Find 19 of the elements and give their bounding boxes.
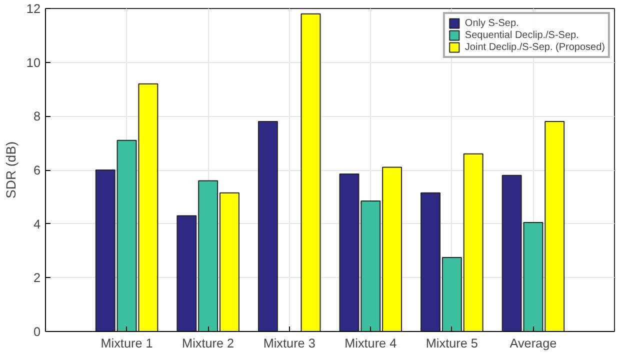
x-tick-label: Mixture 5 bbox=[426, 336, 478, 350]
legend-label: Joint Declip./S-Sep. (Proposed) bbox=[464, 41, 605, 53]
x-tick-label: Mixture 1 bbox=[100, 336, 153, 350]
legend-label: Only S-Sep. bbox=[464, 17, 519, 29]
x-tick-label: Mixture 2 bbox=[182, 336, 234, 350]
y-tick-label: 8 bbox=[33, 110, 41, 124]
y-axis-title: SDR (dB) bbox=[3, 141, 18, 199]
bar bbox=[258, 121, 278, 332]
x-tick-label: Mixture 3 bbox=[263, 336, 316, 350]
x-tick-label: Mixture 4 bbox=[344, 336, 397, 350]
y-tick-label: 6 bbox=[33, 164, 41, 178]
y-tick-label: 12 bbox=[26, 2, 40, 16]
y-tick-label: 2 bbox=[33, 271, 41, 286]
bar bbox=[300, 13, 321, 332]
legend-label: Sequential Declip./S-Sep. bbox=[464, 29, 579, 41]
y-tick-label: 0 bbox=[33, 325, 41, 339]
y-tick-label: 10 bbox=[26, 56, 40, 70]
x-tick-label: Average bbox=[510, 336, 557, 350]
y-tick-label: 4 bbox=[33, 217, 41, 232]
